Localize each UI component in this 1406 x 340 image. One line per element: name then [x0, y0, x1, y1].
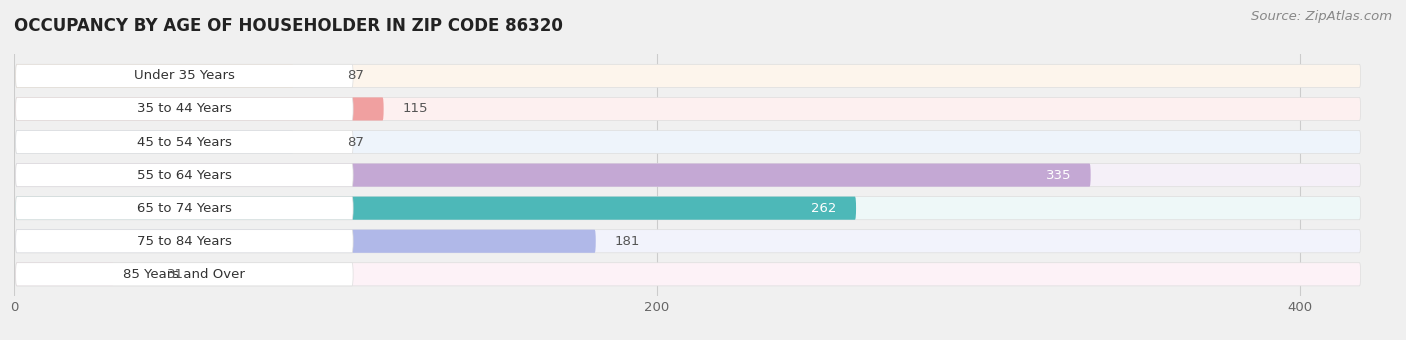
FancyBboxPatch shape [15, 230, 353, 253]
Text: 65 to 74 Years: 65 to 74 Years [136, 202, 232, 215]
Text: Under 35 Years: Under 35 Years [134, 69, 235, 82]
Text: 87: 87 [347, 69, 364, 82]
FancyBboxPatch shape [15, 197, 1361, 220]
FancyBboxPatch shape [15, 97, 1361, 121]
FancyBboxPatch shape [15, 230, 596, 253]
Text: 262: 262 [811, 202, 837, 215]
Text: 87: 87 [347, 136, 364, 149]
Text: 31: 31 [167, 268, 184, 281]
FancyBboxPatch shape [15, 263, 114, 286]
FancyBboxPatch shape [15, 64, 353, 87]
Text: 75 to 84 Years: 75 to 84 Years [136, 235, 232, 248]
FancyBboxPatch shape [15, 97, 353, 121]
FancyBboxPatch shape [15, 131, 353, 154]
Text: Source: ZipAtlas.com: Source: ZipAtlas.com [1251, 10, 1392, 23]
FancyBboxPatch shape [15, 131, 1361, 154]
Text: 85 Years and Over: 85 Years and Over [124, 268, 245, 281]
FancyBboxPatch shape [15, 197, 856, 220]
FancyBboxPatch shape [15, 64, 294, 87]
FancyBboxPatch shape [15, 64, 1361, 87]
Text: 35 to 44 Years: 35 to 44 Years [136, 102, 232, 116]
FancyBboxPatch shape [15, 164, 1091, 187]
FancyBboxPatch shape [15, 263, 1361, 286]
Text: OCCUPANCY BY AGE OF HOUSEHOLDER IN ZIP CODE 86320: OCCUPANCY BY AGE OF HOUSEHOLDER IN ZIP C… [14, 17, 562, 35]
Text: 55 to 64 Years: 55 to 64 Years [136, 169, 232, 182]
FancyBboxPatch shape [15, 164, 353, 187]
FancyBboxPatch shape [15, 263, 353, 286]
FancyBboxPatch shape [15, 97, 384, 121]
FancyBboxPatch shape [15, 164, 1361, 187]
FancyBboxPatch shape [15, 230, 1361, 253]
FancyBboxPatch shape [15, 197, 353, 220]
Text: 45 to 54 Years: 45 to 54 Years [136, 136, 232, 149]
Text: 181: 181 [614, 235, 640, 248]
Text: 115: 115 [404, 102, 429, 116]
FancyBboxPatch shape [15, 131, 294, 154]
Text: 335: 335 [1046, 169, 1071, 182]
